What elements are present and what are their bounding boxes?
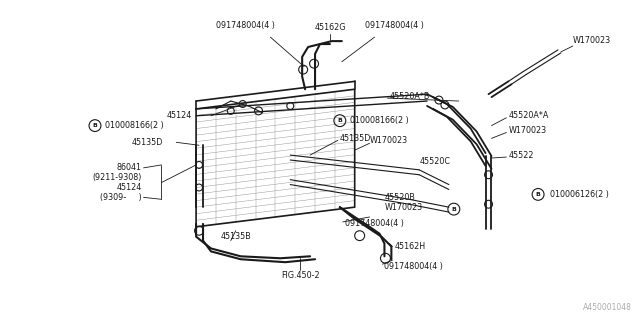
Text: 010006126(2 ): 010006126(2 ) [550, 190, 609, 199]
Text: A450001048: A450001048 [584, 303, 632, 312]
Text: W170023: W170023 [385, 203, 422, 212]
Text: 45522: 45522 [508, 151, 534, 160]
Text: 45162H: 45162H [394, 242, 426, 251]
Text: 091748004(4 ): 091748004(4 ) [365, 21, 424, 30]
Text: W170023: W170023 [573, 36, 611, 44]
Text: 45135B: 45135B [220, 232, 251, 241]
Text: 45135D: 45135D [132, 138, 163, 147]
Text: 091748004(4 ): 091748004(4 ) [345, 220, 404, 228]
Text: B: B [451, 207, 456, 212]
Text: B: B [337, 118, 342, 123]
Text: (9211-9308): (9211-9308) [92, 173, 141, 182]
Text: 86041: 86041 [116, 164, 141, 172]
Text: 091748004(4 ): 091748004(4 ) [216, 21, 275, 30]
Text: 45124: 45124 [116, 183, 141, 192]
Text: B: B [536, 192, 541, 197]
Text: 010008166(2 ): 010008166(2 ) [349, 116, 408, 125]
Text: 45124: 45124 [166, 111, 191, 120]
Text: (9309-     ): (9309- ) [100, 193, 141, 202]
Text: B: B [93, 123, 97, 128]
Text: W170023: W170023 [508, 126, 547, 135]
Text: 45520A*A: 45520A*A [508, 111, 548, 120]
Text: 010008166(2 ): 010008166(2 ) [105, 121, 164, 130]
Text: 45520B: 45520B [385, 193, 415, 202]
Text: 45162G: 45162G [314, 23, 346, 32]
Text: 45135D: 45135D [340, 134, 371, 143]
Text: 45520C: 45520C [419, 157, 450, 166]
Text: FIG.450-2: FIG.450-2 [281, 271, 319, 280]
Text: 45520A*B: 45520A*B [389, 92, 430, 100]
Text: W170023: W170023 [369, 136, 408, 145]
Text: 091748004(4 ): 091748004(4 ) [385, 262, 444, 271]
